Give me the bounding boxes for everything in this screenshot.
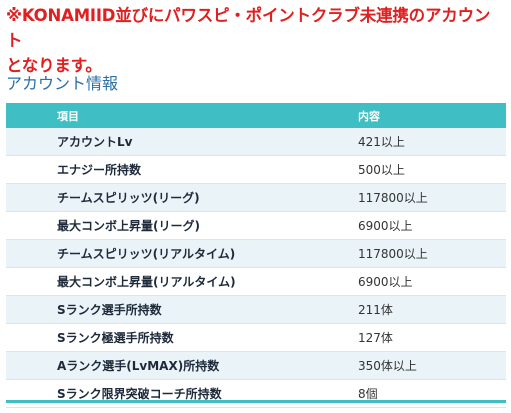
row-item: アカウントLv [6, 128, 307, 156]
table-row: Sランク限界突破コーチ所持数 8個 [6, 379, 506, 408]
row-item: エナジー所持数 [6, 155, 307, 184]
row-value: 117800以上 [307, 183, 506, 212]
table-row: チームスピリッツ(リアルタイム) 117800以上 [6, 239, 506, 268]
table-bottom-border [6, 400, 506, 403]
row-value: 6900以上 [307, 211, 506, 240]
table-row: 最大コンボ上昇量(リアルタイム) 6900以上 [6, 267, 506, 296]
notice-line-1: ※KONAMIID並びにパワスピ・ポイントクラブ未連携のアカウント [6, 6, 491, 50]
row-value: 500以上 [307, 155, 506, 184]
section-title: アカウント情報 [6, 74, 119, 93]
notice-line-2: となります。 [6, 56, 102, 75]
column-header-item: 項目 [6, 103, 307, 128]
row-value: 211体 [307, 295, 506, 324]
table-row: Sランク選手所持数 211体 [6, 295, 506, 324]
account-info-table: 項目 内容 アカウントLv 421以上 エナジー所持数 500以上 チームスピリ… [6, 103, 506, 408]
row-item: Sランク極選手所持数 [6, 323, 307, 352]
table-row: アカウントLv 421以上 [6, 128, 506, 156]
row-item: 最大コンボ上昇量(リアルタイム) [6, 267, 307, 296]
row-item: Sランク限界突破コーチ所持数 [6, 379, 307, 408]
table-row: エナジー所持数 500以上 [6, 155, 506, 184]
row-value: 127体 [307, 323, 506, 352]
row-value: 421以上 [307, 128, 506, 156]
table-row: Aランク選手(LvMAX)所持数 350体以上 [6, 351, 506, 380]
table-header-row: 項目 内容 [6, 103, 506, 128]
warning-notice: ※KONAMIID並びにパワスピ・ポイントクラブ未連携のアカウント となります。 [6, 3, 506, 78]
row-item: チームスピリッツ(リアルタイム) [6, 239, 307, 268]
row-value: 117800以上 [307, 239, 506, 268]
table-row: チームスピリッツ(リーグ) 117800以上 [6, 183, 506, 212]
row-item: チームスピリッツ(リーグ) [6, 183, 307, 212]
row-item: Aランク選手(LvMAX)所持数 [6, 351, 307, 380]
table-row: Sランク極選手所持数 127体 [6, 323, 506, 352]
row-value: 6900以上 [307, 267, 506, 296]
table-row: 最大コンボ上昇量(リーグ) 6900以上 [6, 211, 506, 240]
row-value: 8個 [307, 379, 506, 408]
column-header-value: 内容 [307, 103, 506, 128]
row-value: 350体以上 [307, 351, 506, 380]
row-item: 最大コンボ上昇量(リーグ) [6, 211, 307, 240]
row-item: Sランク選手所持数 [6, 295, 307, 324]
